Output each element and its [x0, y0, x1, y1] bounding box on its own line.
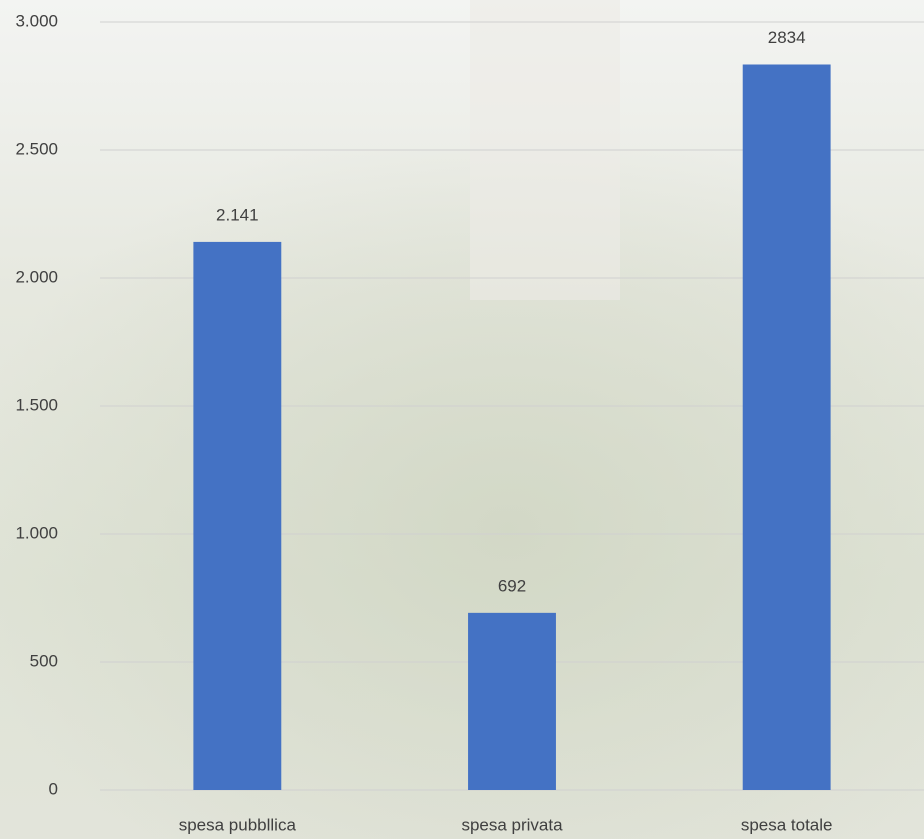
plot-area: 0 500 1.000 1.500 2.000 2.500 3.000 spesa pubbl…: [15, 11, 924, 834]
value-label: 2.141: [216, 205, 259, 224]
y-tick-label: 0: [49, 779, 58, 798]
y-tick-label: 3.000: [15, 11, 58, 30]
x-tick-label: spesa privata: [461, 815, 563, 834]
value-label: 692: [498, 576, 526, 595]
x-tick-label: spesa totale: [741, 815, 833, 834]
y-tick-label: 1.500: [15, 395, 58, 414]
bar: [742, 64, 831, 791]
y-tick-label: 2.000: [15, 267, 58, 286]
y-tick-label: 2.500: [15, 139, 58, 158]
bar: [193, 241, 282, 791]
y-tick-label: 500: [30, 651, 58, 670]
value-label: 2834: [768, 28, 806, 47]
y-tick-label: 1.000: [15, 523, 58, 542]
bar: [468, 612, 556, 790]
x-tick-label: spesa pubbllica: [179, 815, 297, 834]
